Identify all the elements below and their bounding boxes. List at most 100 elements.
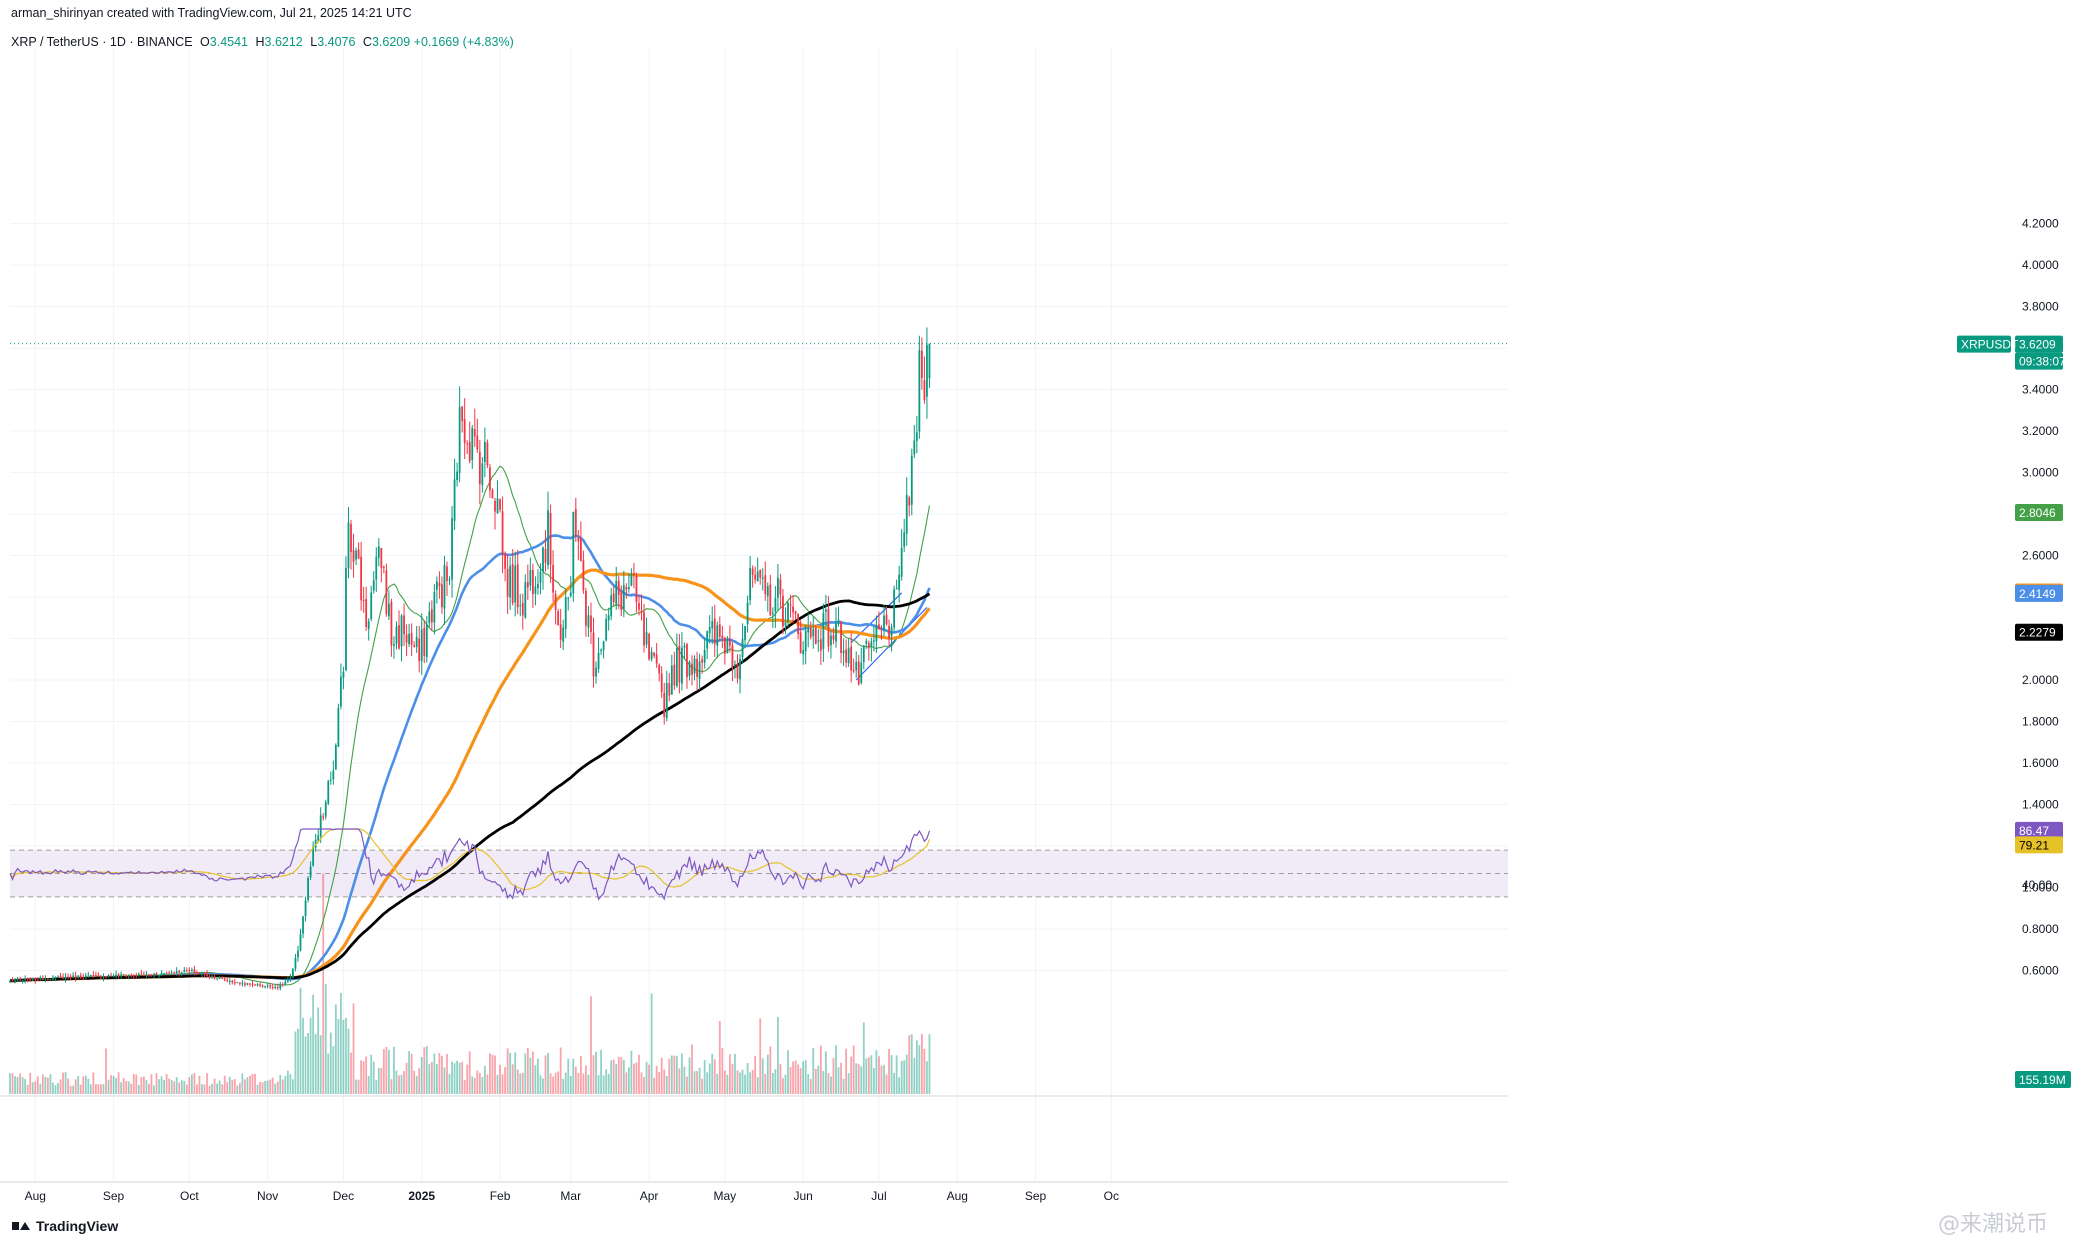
moving-average-line <box>9 465 931 986</box>
volume-bar <box>592 1055 595 1094</box>
volume-bar <box>577 1072 580 1094</box>
volume-bar <box>314 1034 317 1094</box>
volume-bar <box>678 1068 681 1094</box>
candle-body <box>249 983 251 985</box>
candle-body <box>218 977 221 979</box>
volume-bar <box>130 1083 133 1094</box>
volume-bar <box>819 1045 822 1094</box>
volume-bar <box>408 1051 411 1094</box>
volume-bar <box>723 1070 726 1094</box>
volume-bar <box>393 1046 395 1094</box>
volume-bar <box>110 1075 112 1094</box>
candle-body <box>332 770 335 780</box>
volume-bar <box>304 1036 307 1094</box>
candle-body <box>132 975 135 977</box>
volume-bar <box>607 1073 610 1094</box>
candle-body <box>112 976 115 978</box>
volume-bar <box>602 1075 605 1094</box>
volume-bar <box>627 1067 630 1094</box>
volume-bar <box>79 1084 82 1094</box>
candle-body <box>256 984 259 986</box>
volume-bar <box>269 1079 272 1094</box>
candle-body <box>703 649 706 663</box>
candle-body <box>11 980 14 982</box>
candle-body <box>446 566 448 581</box>
volume-bar <box>663 1069 666 1094</box>
rsi-value-tag-box <box>2015 821 2063 839</box>
candle-body <box>377 546 380 558</box>
y-tick-label: 3.4000 <box>2022 383 2059 397</box>
candle-body <box>893 589 895 628</box>
candle-body <box>142 974 145 976</box>
candle-body <box>153 973 155 976</box>
volume-bar <box>456 1060 459 1094</box>
candle-body <box>221 978 224 980</box>
candle-body <box>883 615 885 631</box>
candle-body <box>24 978 27 980</box>
candle-body <box>274 987 277 989</box>
candle-body <box>233 982 236 984</box>
tradingview-logo[interactable]: TradingView <box>12 1218 118 1234</box>
volume-bar <box>878 1056 880 1094</box>
candle-body <box>617 580 620 595</box>
candle-body <box>175 970 178 974</box>
candle-body <box>31 977 34 981</box>
volume-bar <box>660 1057 663 1094</box>
candle-body <box>319 815 322 837</box>
volume-bar <box>549 1073 552 1094</box>
candle-body <box>196 972 198 974</box>
candle-body <box>228 980 231 982</box>
candle-body <box>443 564 446 609</box>
volume-bar <box>198 1075 201 1094</box>
volume-bar <box>413 1070 416 1094</box>
volume-bar <box>403 1071 405 1094</box>
volume-bar <box>185 1084 188 1094</box>
candle-body <box>842 650 845 654</box>
volume-bar <box>749 1072 752 1094</box>
volume-bar <box>809 1078 812 1094</box>
candle-body <box>681 647 683 684</box>
candle-body <box>913 440 916 455</box>
volume-bar <box>612 1059 615 1094</box>
candle-body <box>322 816 325 818</box>
candle-body <box>77 975 80 979</box>
candle-body <box>693 658 696 674</box>
y-tick-label: 1.8000 <box>2022 715 2059 729</box>
candle-body <box>787 602 789 622</box>
candle-body <box>190 969 193 971</box>
last-price-tag-box <box>2015 335 2063 353</box>
volume-bar <box>367 1076 370 1094</box>
x-tick-label: May <box>714 1189 737 1203</box>
volume-bar <box>332 1046 335 1094</box>
candle-body <box>824 609 827 612</box>
volume-bar <box>433 1053 436 1094</box>
candle-body <box>797 613 800 635</box>
candle-body <box>84 975 87 978</box>
candle-body <box>832 635 835 640</box>
candle-body <box>867 643 870 649</box>
volume-bar <box>355 1079 357 1094</box>
candle-body <box>579 538 582 561</box>
candle-body <box>759 570 762 578</box>
candle-body <box>208 975 211 977</box>
volume-bar <box>824 1051 827 1094</box>
volume-bar <box>918 1045 921 1094</box>
volume-bar <box>756 1077 759 1094</box>
volume-bar <box>794 1060 797 1094</box>
volume-bar <box>249 1075 251 1094</box>
close-label: C <box>362 35 372 49</box>
volume-bar <box>893 1072 895 1094</box>
volume-bar <box>357 1079 360 1094</box>
candle-body <box>718 624 721 637</box>
candle-body <box>259 984 261 986</box>
moving-averages <box>9 465 931 986</box>
candle-body <box>655 654 658 664</box>
candle-body <box>297 950 299 958</box>
volume-bar <box>292 1079 294 1094</box>
volume-bar <box>175 1077 178 1094</box>
candle-body <box>269 985 272 987</box>
candle-body <box>309 866 312 878</box>
candle-body <box>678 645 681 683</box>
candle-body <box>622 585 625 610</box>
